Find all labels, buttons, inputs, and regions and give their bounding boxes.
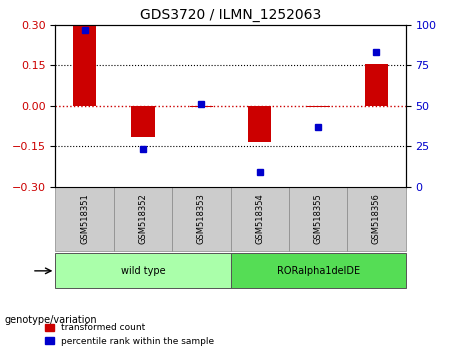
Text: GSM518351: GSM518351: [80, 194, 89, 244]
Text: GSM518352: GSM518352: [138, 194, 148, 244]
Text: GSM518356: GSM518356: [372, 194, 381, 245]
Text: GSM518355: GSM518355: [313, 194, 323, 244]
Bar: [189, 106, 213, 107]
Bar: [365, 64, 388, 106]
Text: GSM518354: GSM518354: [255, 194, 264, 244]
FancyBboxPatch shape: [55, 253, 230, 289]
Legend: transformed count, percentile rank within the sample: transformed count, percentile rank withi…: [41, 320, 218, 349]
Bar: [307, 106, 330, 107]
Text: GSM518353: GSM518353: [197, 194, 206, 245]
FancyBboxPatch shape: [289, 187, 347, 251]
FancyBboxPatch shape: [230, 187, 289, 251]
Text: wild type: wild type: [121, 266, 165, 276]
Bar: [131, 106, 154, 137]
Text: RORalpha1delDE: RORalpha1delDE: [277, 266, 360, 276]
Text: genotype/variation: genotype/variation: [5, 315, 97, 325]
FancyBboxPatch shape: [230, 253, 406, 289]
Bar: [73, 26, 96, 106]
FancyBboxPatch shape: [172, 187, 230, 251]
FancyBboxPatch shape: [114, 187, 172, 251]
Bar: [248, 106, 272, 142]
FancyBboxPatch shape: [55, 187, 114, 251]
FancyBboxPatch shape: [347, 187, 406, 251]
Title: GDS3720 / ILMN_1252063: GDS3720 / ILMN_1252063: [140, 8, 321, 22]
